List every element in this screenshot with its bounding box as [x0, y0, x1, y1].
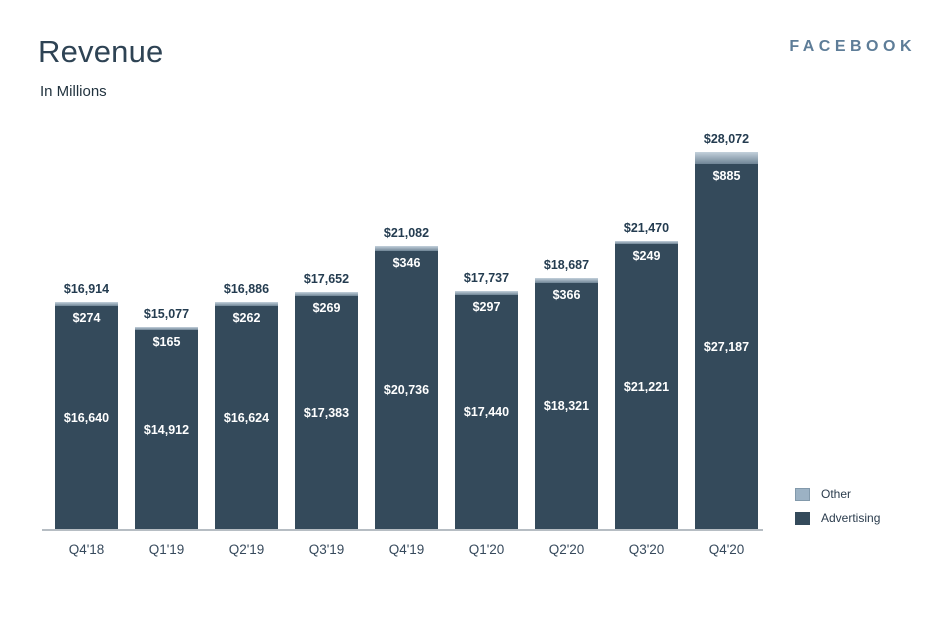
total-value-label: $21,470: [623, 221, 670, 235]
category-label: Q2'20: [548, 542, 585, 557]
other-value-label: $165: [152, 335, 181, 349]
other-segment: [295, 292, 358, 296]
category-label: Q2'19: [228, 542, 265, 557]
bar-group: $16,886 $262 $16,624 Q2'19: [215, 282, 278, 557]
legend-item-advertising: Advertising: [795, 511, 880, 525]
advertising-segment: $249 $21,221: [615, 244, 678, 529]
advertising-segment: $165 $14,912: [135, 330, 198, 529]
total-value-label: $28,072: [703, 132, 750, 146]
other-segment: [215, 302, 278, 306]
advertising-segment: $269 $17,383: [295, 296, 358, 529]
advertising-value-label: $20,736: [383, 383, 430, 397]
facebook-logo: FACEBOOK: [789, 38, 916, 55]
bar-group: $15,077 $165 $14,912 Q1'19: [135, 307, 198, 557]
category-label: Q1'19: [148, 542, 185, 557]
other-value-label: $297: [472, 300, 501, 314]
legend: Other Advertising: [795, 487, 880, 535]
other-value-label: $274: [72, 311, 101, 325]
total-value-label: $16,886: [223, 282, 270, 296]
bar-group: $28,072 $885 $27,187 Q4'20: [695, 132, 758, 557]
advertising-segment: $885 $27,187: [695, 164, 758, 529]
other-segment: [615, 241, 678, 244]
category-label: Q4'18: [68, 542, 105, 557]
legend-item-other: Other: [795, 487, 880, 501]
bar-group: $21,082 $346 $20,736 Q4'19: [375, 226, 438, 557]
other-segment: [55, 302, 118, 306]
bar-group: $17,737 $297 $17,440 Q1'20: [455, 271, 518, 557]
advertising-legend-swatch: [795, 511, 810, 525]
category-label: Q4'20: [708, 542, 745, 557]
other-value-label: $366: [552, 288, 581, 302]
bar-group: $17,652 $269 $17,383 Q3'19: [295, 272, 358, 557]
total-value-label: $21,082: [383, 226, 430, 240]
category-label: Q4'19: [388, 542, 425, 557]
total-value-label: $18,687: [543, 258, 590, 272]
total-value-label: $15,077: [143, 307, 190, 321]
stacked-bar: $262 $16,624: [215, 302, 278, 529]
other-segment: [695, 152, 758, 164]
other-value-label: $262: [232, 311, 261, 325]
advertising-value-label: $17,383: [303, 405, 350, 420]
other-legend-swatch: [795, 487, 810, 501]
stacked-bar: $885 $27,187: [695, 152, 758, 529]
page-title: Revenue: [38, 34, 164, 69]
advertising-segment: $297 $17,440: [455, 295, 518, 529]
other-segment: [535, 278, 598, 283]
advertising-segment: $366 $18,321: [535, 283, 598, 529]
advertising-segment: $346 $20,736: [375, 251, 438, 529]
advertising-value-label: $17,440: [463, 405, 510, 419]
x-axis-line: [42, 529, 763, 531]
other-segment: [375, 246, 438, 251]
legend-label-advertising: Advertising: [821, 511, 881, 525]
bar-group: $16,914 $274 $16,640 Q4'18: [55, 282, 118, 557]
page-subtitle: In Millions: [40, 83, 107, 100]
other-segment: [455, 291, 518, 295]
stacked-bar: $366 $18,321: [535, 278, 598, 529]
advertising-value-label: $16,640: [63, 410, 110, 425]
bars-container: $16,914 $274 $16,640 Q4'18 $15,077 $165 …: [55, 118, 763, 557]
revenue-chart: $16,914 $274 $16,640 Q4'18 $15,077 $165 …: [42, 118, 763, 557]
other-value-label: $249: [632, 249, 661, 263]
other-value-label: $885: [712, 169, 741, 183]
bar-group: $18,687 $366 $18,321 Q2'20: [535, 258, 598, 557]
total-value-label: $17,737: [463, 271, 510, 285]
category-label: Q3'20: [628, 542, 665, 557]
category-label: Q1'20: [468, 542, 505, 557]
stacked-bar: $165 $14,912: [135, 327, 198, 529]
total-value-label: $17,652: [303, 272, 350, 286]
other-value-label: $346: [392, 256, 421, 270]
advertising-segment: $274 $16,640: [55, 306, 118, 529]
advertising-value-label: $18,321: [543, 399, 590, 413]
stacked-bar: $269 $17,383: [295, 292, 358, 529]
legend-label-other: Other: [821, 487, 852, 501]
advertising-value-label: $14,912: [143, 422, 190, 437]
advertising-value-label: $21,221: [623, 379, 670, 394]
advertising-segment: $262 $16,624: [215, 306, 278, 529]
stacked-bar: $297 $17,440: [455, 291, 518, 529]
bar-group: $21,470 $249 $21,221 Q3'20: [615, 221, 678, 557]
total-value-label: $16,914: [63, 282, 110, 296]
stacked-bar: $274 $16,640: [55, 302, 118, 529]
other-segment: [135, 327, 198, 330]
category-label: Q3'19: [308, 542, 345, 557]
other-value-label: $269: [312, 301, 341, 315]
advertising-value-label: $27,187: [703, 339, 750, 354]
advertising-value-label: $16,624: [223, 410, 270, 425]
stacked-bar: $346 $20,736: [375, 246, 438, 529]
stacked-bar: $249 $21,221: [615, 241, 678, 529]
